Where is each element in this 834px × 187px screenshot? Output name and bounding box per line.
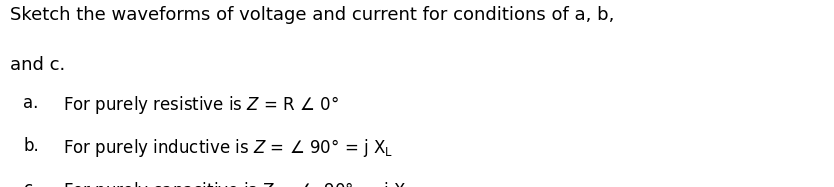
Text: a.: a. — [23, 94, 38, 111]
Text: b.: b. — [23, 137, 39, 154]
Text: For purely resistive is $Z$ = R $\angle$ 0°: For purely resistive is $Z$ = R $\angle$… — [63, 94, 339, 116]
Text: and c.: and c. — [10, 56, 65, 74]
Text: Sketch the waveforms of voltage and current for conditions of a, b,: Sketch the waveforms of voltage and curr… — [10, 6, 615, 24]
Text: For purely inductive is $Z$ = $\angle$ 90° = j X$_{\mathrm{L}}$: For purely inductive is $Z$ = $\angle$ 9… — [63, 137, 393, 159]
Text: For purely capacitive is $Z$ = $\angle$ -90° = -j X$_{\mathrm{C}}$: For purely capacitive is $Z$ = $\angle$ … — [63, 180, 414, 187]
Text: c.: c. — [23, 180, 38, 187]
